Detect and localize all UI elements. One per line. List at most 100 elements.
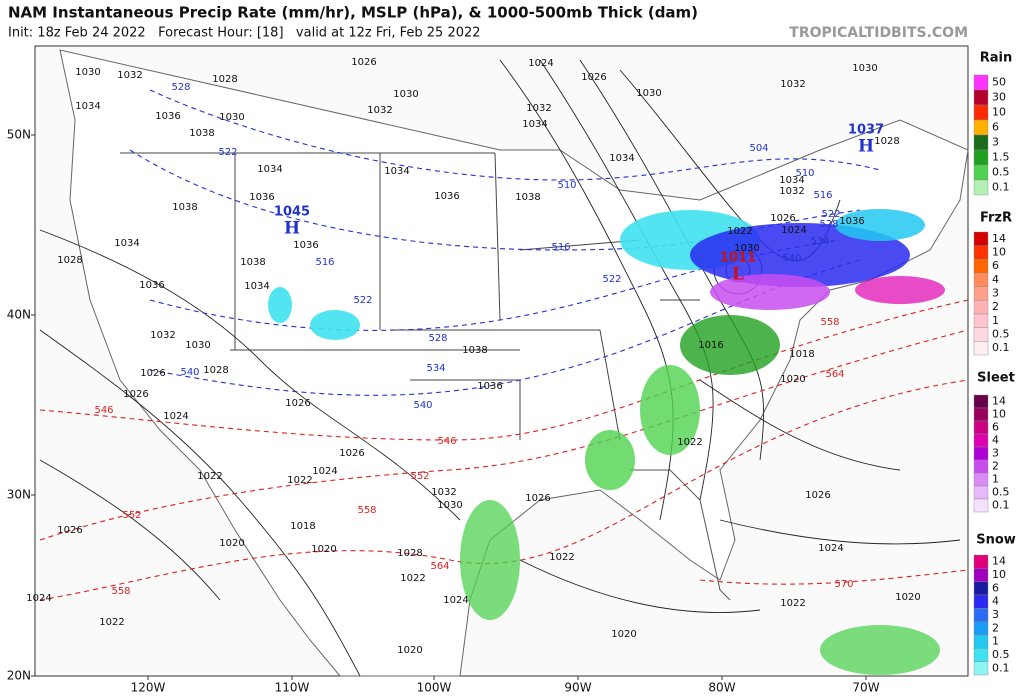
isobar-label: 1022 [727, 226, 752, 237]
legend-swatch [973, 433, 989, 448]
latitude-label: 40N [7, 308, 31, 322]
precip-areas [268, 209, 945, 675]
isobar-label: 1028 [203, 365, 228, 376]
isobar-label: 1036 [155, 111, 180, 122]
isobar-label: 1024 [312, 466, 337, 477]
isobar-label: 1034 [779, 175, 804, 186]
thickness-label: 570 [834, 579, 853, 590]
isobar-label: 1020 [895, 592, 920, 603]
isobar-label: 1030 [852, 63, 877, 74]
isobar-label: 1024 [163, 411, 188, 422]
thickness-label: 528 [428, 333, 447, 344]
isobar-label: 1026 [123, 389, 148, 400]
thickness-label: 522 [602, 274, 621, 285]
legend-swatch [973, 313, 989, 328]
title: NAM Instantaneous Precip Rate (mm/hr), M… [8, 4, 698, 22]
isobar-label: 1038 [172, 202, 197, 213]
isobar-label: 1024 [781, 225, 806, 236]
legend-tick-label: 6 [992, 121, 999, 134]
pressure-symbol: H [284, 219, 300, 239]
legend-tick-label: 10 [992, 408, 1006, 421]
legend-swatch [973, 245, 989, 260]
isobar-label: 1030 [437, 500, 462, 511]
isobar-label: 1038 [515, 192, 540, 203]
isobar-label: 1026 [770, 213, 795, 224]
latitude-label: 30N [7, 488, 31, 502]
thickness-label: 564 [825, 369, 844, 380]
longitude-label: 120W [131, 681, 166, 695]
legend-tick-label: 3 [992, 608, 999, 621]
legend-tick-label: 1 [992, 473, 999, 486]
legend-tick-label: 1.5 [992, 151, 1010, 164]
thickness-label: 534 [426, 363, 445, 374]
legend-title: Snow [976, 533, 1016, 548]
longitude-label: 100W [417, 681, 452, 695]
isobar-label: 1026 [351, 57, 376, 68]
legend-swatch [973, 608, 989, 622]
isobar-label: 1026 [57, 525, 82, 536]
thickness-label: 540 [413, 400, 432, 411]
legend-tick-label: 3 [992, 447, 999, 460]
isobar-label: 1038 [462, 345, 487, 356]
isobar-label: 1030 [393, 89, 418, 100]
legend-tick-label: 14 [992, 232, 1006, 245]
thickness-label: 540 [180, 367, 199, 378]
legend-swatch [973, 272, 989, 287]
legend-swatch [973, 179, 989, 196]
legend-tick-label: 1 [992, 635, 999, 648]
isobar-label: 1022 [287, 475, 312, 486]
isobar-label: 1034 [114, 238, 139, 249]
pressure-value: 1037 [848, 123, 884, 138]
legend-swatch [973, 74, 989, 91]
isobar-label: 1026 [140, 368, 165, 379]
legend-tick-label: 2 [992, 300, 999, 313]
isobar-label: 1032 [780, 79, 805, 90]
isobar-label: 1032 [117, 70, 142, 81]
thickness-label: 510 [795, 168, 814, 179]
isobar-label: 1020 [219, 538, 244, 549]
legend-swatch [973, 621, 989, 636]
legend-tick-label: 0.1 [992, 499, 1010, 512]
isobar-label: 1020 [311, 544, 336, 555]
legend-swatch [973, 420, 989, 435]
site-name: TROPICALTIDBITS.COM [789, 25, 968, 41]
isobar-label: 1032 [779, 186, 804, 197]
isobar-label: 1034 [75, 101, 100, 112]
legend-swatch [973, 104, 989, 121]
legend-tick-label: 10 [992, 106, 1006, 119]
thickness-label: 528 [171, 82, 190, 93]
legend-tick-label: 6 [992, 421, 999, 434]
legend-tick-label: 10 [992, 246, 1006, 259]
legend-swatch [973, 327, 989, 342]
legend-title: Rain [980, 51, 1013, 66]
longitude-label: 90W [564, 681, 591, 695]
thickness-label: 558 [111, 586, 130, 597]
legend-swatch [973, 498, 989, 513]
pressure-value: 1011 [720, 251, 756, 266]
legend-tick-label: 0.1 [992, 661, 1010, 674]
isobar-label: 1026 [581, 72, 606, 83]
thickness-label: 552 [122, 510, 141, 521]
isobar-label: 1034 [522, 119, 547, 130]
legend-swatch [973, 661, 989, 676]
pressure-value: 1045 [274, 205, 310, 220]
isobar-label: 1032 [526, 103, 551, 114]
legend-tick-label: 3 [992, 287, 999, 300]
pressure-symbol: L [732, 265, 744, 285]
legend-tick-label: 6 [992, 259, 999, 272]
longitude-label: 80W [708, 681, 735, 695]
isobar-label: 1030 [75, 67, 100, 78]
legend-tick-label: 0.1 [992, 341, 1010, 354]
thickness-label: 522 [218, 147, 237, 158]
legend-tick-label: 3 [992, 136, 999, 149]
isobar-label: 1028 [397, 548, 422, 559]
legend-swatch [973, 634, 989, 649]
latitude-label: 20N [7, 669, 31, 683]
isobar-label: 1018 [789, 349, 814, 360]
legend-swatch [973, 231, 989, 246]
thickness-label: 558 [820, 317, 839, 328]
legend-swatch [973, 581, 989, 596]
isobar-label: 1018 [290, 521, 315, 532]
